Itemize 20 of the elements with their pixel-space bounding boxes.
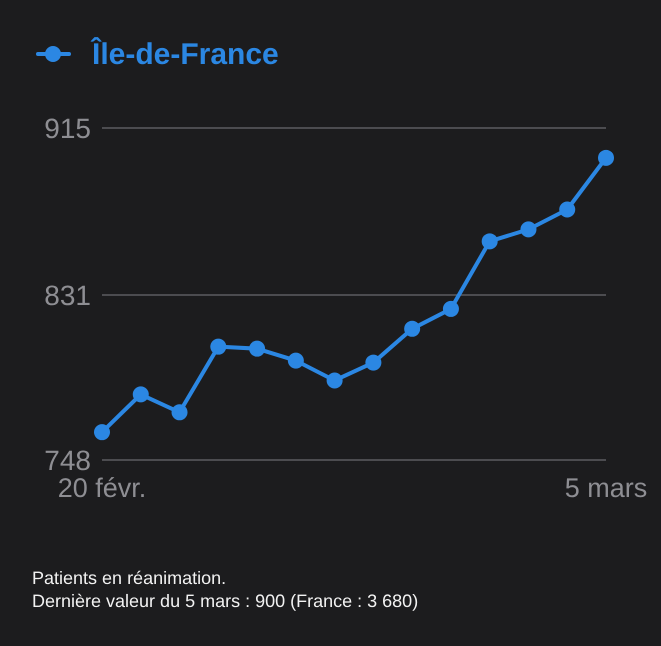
point (210, 338, 226, 355)
point (249, 340, 266, 357)
legend-label: Île-de-France (90, 37, 279, 71)
point (559, 202, 576, 218)
point (442, 300, 459, 317)
x-tick-label: 5 mars (564, 473, 648, 503)
point (94, 424, 110, 440)
point (172, 404, 188, 420)
point (288, 352, 304, 369)
y-tick-label: 831 (44, 280, 91, 312)
point (326, 372, 343, 388)
point (598, 150, 614, 166)
point (520, 221, 536, 238)
point (365, 354, 382, 371)
y-tick-label: 915 (44, 113, 91, 144)
text: Dernière valeur du 5 mars : 900 (France : 3 680) (32, 591, 418, 611)
point (404, 320, 420, 337)
point (482, 233, 498, 250)
text: Patients en réanimation. (32, 568, 226, 588)
point (132, 386, 149, 402)
